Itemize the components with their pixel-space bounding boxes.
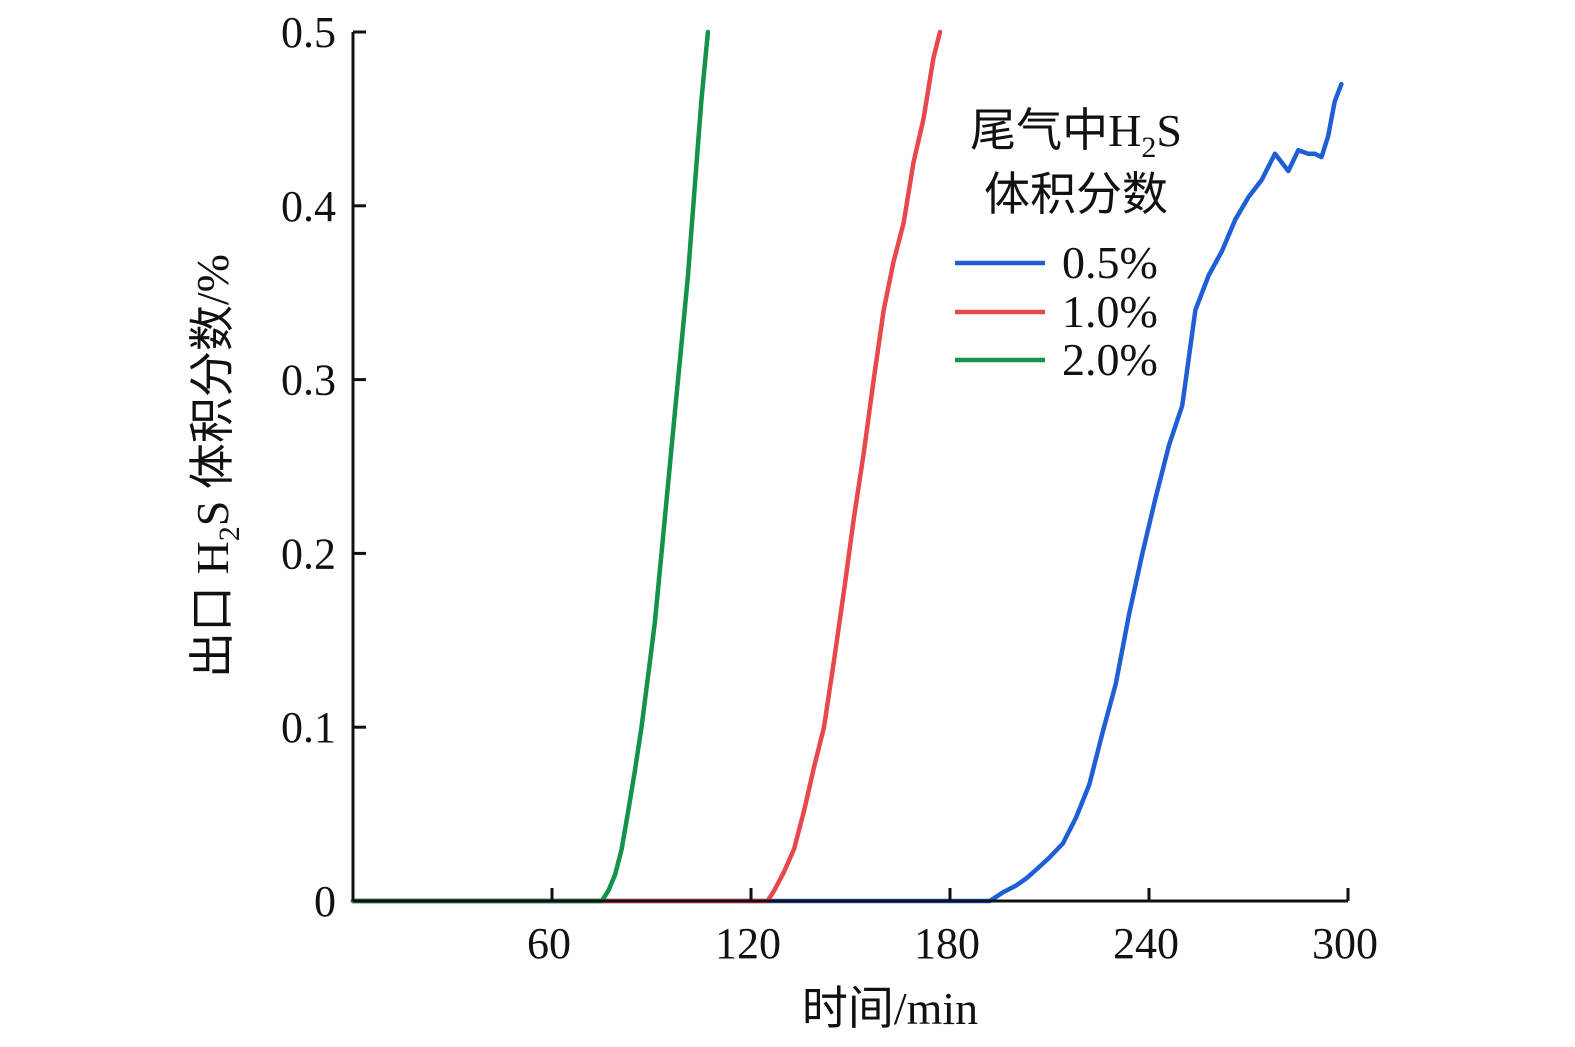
y-tick-label: 0.5	[281, 8, 336, 57]
x-tick-label: 60	[527, 919, 571, 968]
y-tick-label: 0.3	[281, 356, 336, 405]
y-tick-label: 0.4	[281, 182, 336, 231]
x-tick-label: 180	[914, 919, 980, 968]
y-tick-label: 0.1	[281, 703, 336, 752]
x-axis-title: 时间/min	[802, 983, 978, 1034]
y-tick-label: 0.2	[281, 529, 336, 578]
plot-series	[350, 29, 1344, 904]
x-ticks: 60 120 180 240 300	[527, 888, 1378, 968]
x-tick-label: 300	[1312, 919, 1378, 968]
y-tick-label: 0	[314, 877, 336, 926]
y-ticks: 0 0.1 0.2 0.3 0.4 0.5	[281, 8, 366, 926]
legend-title-line1: 尾气中H2S	[970, 105, 1182, 164]
legend: 尾气中H2S 体积分数 0.5%1.0%2.0%	[955, 105, 1182, 385]
legend-label: 0.5%	[1062, 237, 1158, 288]
series-line-10	[350, 29, 943, 904]
legend-label: 1.0%	[1062, 286, 1158, 337]
legend-title-line2: 体积分数	[984, 169, 1168, 220]
legend-items: 0.5%1.0%2.0%	[955, 237, 1158, 385]
x-tick-label: 120	[715, 919, 781, 968]
y-axis-title: 出口 H2S 体积分数/%	[187, 254, 246, 678]
series-line-05	[350, 81, 1344, 904]
x-tick-label: 240	[1113, 919, 1179, 968]
legend-label: 2.0%	[1062, 334, 1158, 385]
series-line-20	[350, 29, 711, 904]
